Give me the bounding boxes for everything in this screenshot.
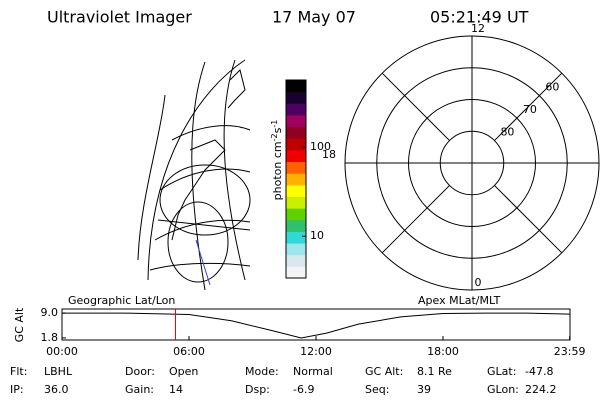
color-band <box>286 184 306 197</box>
info-label: Flt: <box>10 365 27 378</box>
color-band <box>286 114 306 128</box>
polar-plot: 121860607080 <box>322 22 600 291</box>
color-band <box>286 91 306 104</box>
color-band <box>286 243 306 256</box>
info-label: GLat: <box>487 365 516 378</box>
info-value: 14 <box>169 383 183 396</box>
info-value: LBHL <box>44 365 73 378</box>
info-value: -6.9 <box>293 383 314 396</box>
color-band <box>286 266 306 279</box>
info-value: Normal <box>293 365 333 378</box>
info-value: 39 <box>417 383 431 396</box>
color-band <box>286 254 306 267</box>
color-band <box>286 149 306 163</box>
spoke <box>494 185 563 254</box>
colorbar-label: photon cm-2s-1 <box>270 120 285 201</box>
geographic-map <box>137 59 251 291</box>
info-label: Gain: <box>125 383 154 396</box>
info-panel: Flt: LBHL Door: Open Mode: Normal GC Alt: 8.1 R… <box>10 365 557 396</box>
info-label: GC Alt: <box>365 365 403 378</box>
color-band <box>286 231 306 244</box>
color-band <box>286 161 306 174</box>
y-tick-label: 1.8 <box>41 331 59 344</box>
lat-label: 80 <box>500 126 514 139</box>
info-label: Seq: <box>365 383 389 396</box>
instrument: Ultraviolet Imager <box>47 8 192 27</box>
color-band <box>286 126 306 139</box>
colorbar-tick-label: 10 <box>310 229 324 242</box>
color-band <box>286 80 306 93</box>
mlt-label: 12 <box>471 22 485 35</box>
lat-ring <box>408 99 536 227</box>
mlt-label: 18 <box>322 148 336 161</box>
info-label: Door: <box>125 365 155 378</box>
info-value: Open <box>169 365 198 378</box>
unit: photon cm <box>271 141 284 200</box>
info-label: GLon: <box>487 383 519 396</box>
colorbar: 100 10 <box>285 79 331 279</box>
x-tick-label: 23:59 <box>554 345 586 358</box>
info-value: 224.2 <box>525 383 557 396</box>
info-value: 8.1 Re <box>417 365 452 378</box>
right-label: Apex MLat/MLT <box>418 294 501 307</box>
spoke <box>494 72 563 141</box>
info-label: Dsp: <box>245 383 270 396</box>
color-band <box>286 219 306 232</box>
lat-label: 60 <box>545 81 559 94</box>
x-tick-label: 18:00 <box>427 345 459 358</box>
lat-ring <box>439 130 505 196</box>
lat-label: 70 <box>523 103 537 116</box>
lat-ring <box>376 67 568 259</box>
colorbar-frame <box>285 79 307 279</box>
info-value: -47.8 <box>525 365 553 378</box>
color-band <box>286 208 306 221</box>
color-band <box>286 103 306 116</box>
colorbar-tick-label: 100 <box>310 140 331 153</box>
mlt-label: 0 <box>475 276 482 289</box>
x-tick-label: 06:00 <box>173 345 205 358</box>
spoke <box>381 185 450 254</box>
color-band <box>286 196 306 209</box>
x-tick-label: 12:00 <box>300 345 332 358</box>
unit: s <box>271 127 284 133</box>
info-label: IP: <box>10 383 24 396</box>
spoke <box>381 72 450 141</box>
info-label: Mode: <box>245 365 279 378</box>
y-axis-label: GC Alt <box>13 307 26 342</box>
timeline: 9.0 1.800:00 06:00 12:00 18:00 23:59 <box>41 306 586 358</box>
y-tick-label: 9.0 <box>41 306 59 319</box>
x-tick-label: 00:00 <box>46 345 78 358</box>
left-label: Geographic Lat/Lon <box>68 294 175 307</box>
exponent: -2 <box>270 133 279 141</box>
altitude-line <box>62 312 570 339</box>
time: 05:21:49 UT <box>430 8 529 27</box>
info-value: 36.0 <box>44 383 69 396</box>
color-band <box>286 173 306 186</box>
color-band <box>286 138 306 151</box>
exponent: -1 <box>270 120 279 128</box>
date: 17 May 07 <box>272 8 356 27</box>
